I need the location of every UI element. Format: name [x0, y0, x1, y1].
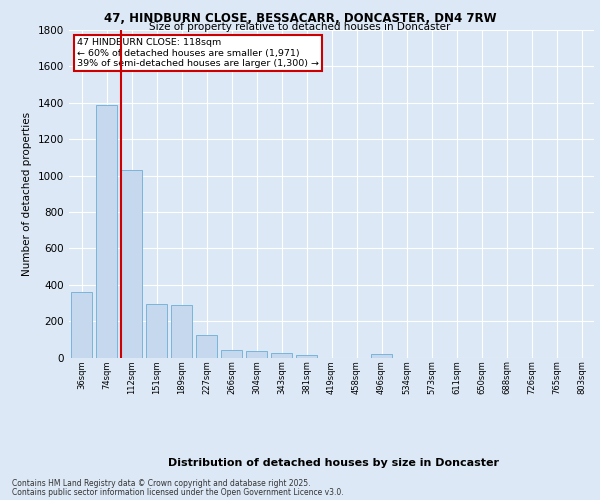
Bar	[271, 353, 292, 358]
Bar	[196, 335, 217, 357]
Bar	[121, 170, 142, 358]
Bar	[296, 356, 317, 358]
Text: Contains HM Land Registry data © Crown copyright and database right 2025.: Contains HM Land Registry data © Crown c…	[12, 479, 311, 488]
Text: 47, HINDBURN CLOSE, BESSACARR, DONCASTER, DN4 7RW: 47, HINDBURN CLOSE, BESSACARR, DONCASTER…	[104, 12, 496, 26]
Bar	[371, 354, 392, 358]
Y-axis label: Number of detached properties: Number of detached properties	[22, 112, 32, 276]
Bar	[96, 104, 117, 358]
Text: 47 HINDBURN CLOSE: 118sqm
← 60% of detached houses are smaller (1,971)
39% of se: 47 HINDBURN CLOSE: 118sqm ← 60% of detac…	[77, 38, 319, 68]
Bar	[71, 292, 92, 358]
Text: Distribution of detached houses by size in Doncaster: Distribution of detached houses by size …	[167, 458, 499, 468]
Bar	[171, 304, 192, 358]
Bar	[221, 350, 242, 358]
Bar	[146, 304, 167, 358]
Text: Size of property relative to detached houses in Doncaster: Size of property relative to detached ho…	[149, 22, 451, 32]
Text: Contains public sector information licensed under the Open Government Licence v3: Contains public sector information licen…	[12, 488, 344, 497]
Bar	[246, 351, 267, 358]
